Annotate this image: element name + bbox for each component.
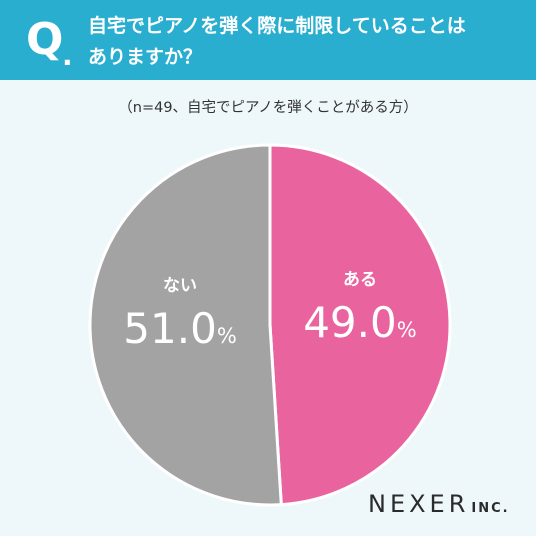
slice-label-0: ある [343,270,377,290]
nexer-logo: NEXER INC. [368,490,510,518]
question-mark-dot: . [62,39,73,72]
question-mark-q: Q [26,14,64,65]
logo-sub-text: INC. [471,501,510,516]
logo-main-text: NEXER [368,490,470,518]
question-text-line2: ありますか？ [88,46,203,68]
question-text-line1: 自宅でピアノを弾く際に制限していることは [88,15,466,37]
pie-slice-1 [88,143,283,507]
slice-label-1: ない [163,276,197,296]
question-header: Q . 自宅でピアノを弾く際に制限していることは ありますか？ [0,0,536,80]
pie-slice-0 [268,143,452,507]
slice-value-0: 49.0% [303,298,416,347]
slice-value-1: 51.0% [123,304,236,353]
sample-note: （n=49、自宅でピアノを弾くことがある方） [118,100,418,116]
